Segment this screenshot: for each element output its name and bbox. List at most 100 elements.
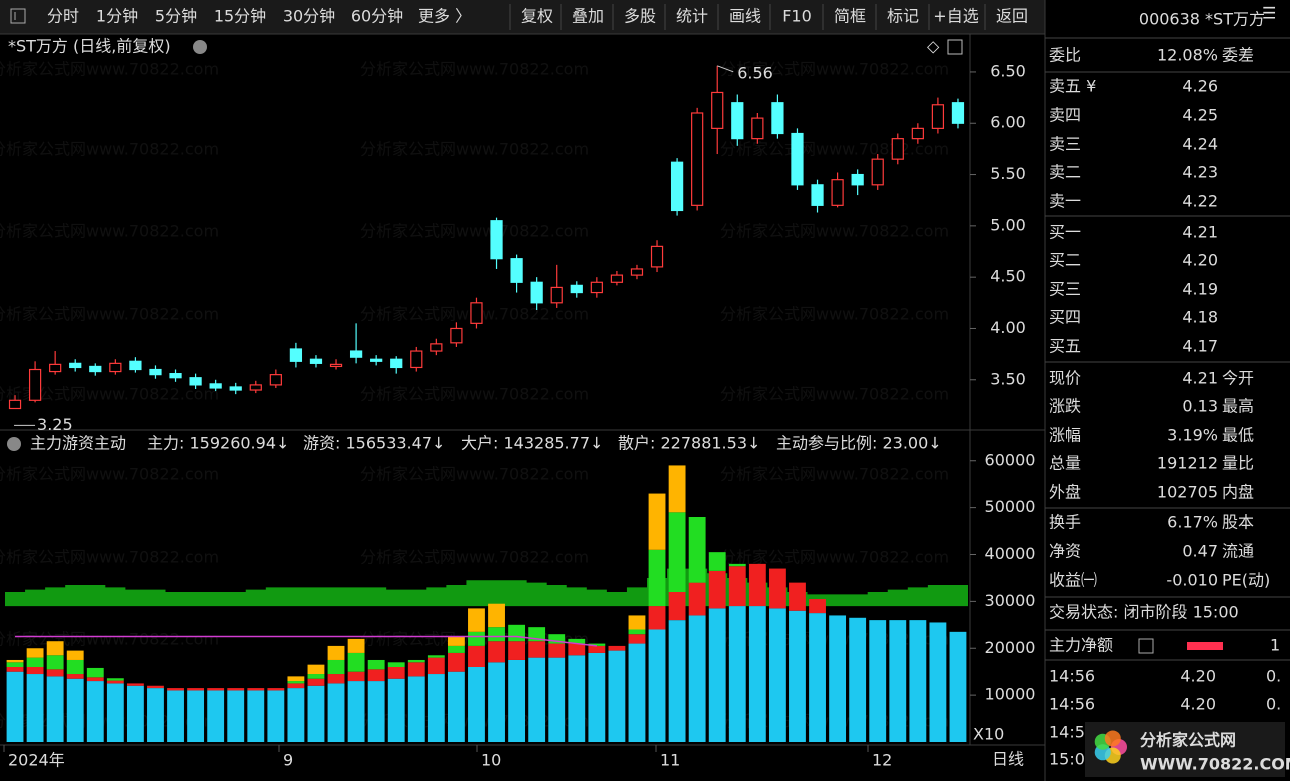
period-tab[interactable]: 分时 — [47, 7, 79, 26]
book-label: 卖二 — [1049, 163, 1081, 182]
toolbar-button[interactable]: 统计 — [676, 7, 708, 26]
candle-body — [69, 362, 82, 369]
stacked-bar — [488, 627, 505, 642]
dropdown-icon[interactable] — [7, 437, 21, 451]
candle-body — [249, 384, 262, 391]
candle-body — [450, 327, 463, 344]
stacked-bar — [447, 636, 465, 646]
book-label: 卖五 ¥ — [1049, 77, 1096, 96]
toolbar-button[interactable]: 返回 — [996, 7, 1028, 26]
indicator-title: 主力游资主动 — [30, 434, 126, 453]
stat-value: 0.13 — [1182, 397, 1218, 416]
toolbar-button[interactable]: 标记 — [887, 7, 919, 26]
stacked-bar — [106, 683, 124, 742]
stacked-bar — [508, 641, 526, 660]
stacked-bar — [668, 620, 686, 742]
book-price: 4.24 — [1182, 135, 1218, 154]
stat-label: 收益㈠ — [1049, 571, 1097, 590]
x-tick-label: 9 — [283, 751, 293, 770]
stacked-bar — [407, 662, 425, 677]
book-label: 买四 — [1049, 308, 1081, 327]
period-tab[interactable]: 5分钟 — [155, 7, 197, 26]
stacked-bar — [809, 599, 826, 614]
stacked-bar — [728, 563, 746, 567]
stacked-bar — [26, 648, 44, 658]
annotation-label: 3.25 — [37, 415, 73, 434]
dropdown-icon[interactable] — [193, 40, 207, 54]
stacked-bar — [548, 657, 566, 742]
book-price: 4.19 — [1182, 280, 1218, 299]
legend-entry: 主力: 159260.94↓ — [147, 434, 289, 453]
icon[interactable] — [947, 39, 963, 55]
watermark: 分析家公式网www.70822.com — [720, 222, 949, 241]
stacked-bar — [728, 566, 746, 607]
stacked-bar — [488, 641, 505, 663]
stacked-bar — [548, 643, 566, 658]
more-tab[interactable]: 更多 〉 — [418, 7, 471, 26]
row-value: 12.08% — [1157, 46, 1218, 65]
toolbar-button[interactable]: 复权 — [521, 7, 553, 26]
icon[interactable]: ◇ — [927, 37, 940, 56]
stacked-bar — [688, 582, 706, 616]
y-tick-label: 30000 — [985, 591, 1036, 610]
candle-body — [831, 179, 844, 206]
stacked-bar — [588, 652, 606, 742]
watermark: 分析家公式网www.70822.com — [720, 305, 949, 324]
stacked-bar — [66, 659, 84, 675]
stacked-bar — [468, 631, 485, 646]
stacked-bar — [568, 643, 586, 656]
toolbar-button[interactable]: 画线 — [729, 7, 761, 26]
logo-petal — [1104, 730, 1121, 747]
toolbar-button[interactable]: F10 — [782, 7, 812, 26]
stacked-bar — [628, 629, 646, 635]
period-tab[interactable]: 1分钟 — [96, 7, 138, 26]
stacked-bar — [207, 688, 225, 691]
stacked-bar — [548, 634, 566, 644]
period-label: 日线 — [992, 750, 1024, 769]
candle-body — [931, 104, 945, 129]
book-label: 买五 — [1049, 337, 1081, 356]
toolbar-button[interactable]: 叠加 — [572, 7, 604, 26]
net-flow-icon — [1138, 638, 1154, 654]
annotation-arrow — [717, 65, 734, 73]
stacked-bar — [608, 645, 626, 651]
stacked-bar — [167, 688, 184, 691]
stacked-bar — [86, 667, 104, 678]
frame — [0, 0, 1046, 781]
y-tick-label: 5.50 — [990, 164, 1026, 183]
period-tab[interactable]: 60分钟 — [351, 7, 403, 26]
watermark: 分析家公式网www.70822.com — [0, 465, 219, 484]
y-tick-label: 3.50 — [990, 369, 1026, 388]
stacked-bar — [809, 613, 826, 742]
period-tab[interactable]: 30分钟 — [283, 7, 335, 26]
stacked-bar — [608, 650, 626, 742]
stat-label: 现价 — [1049, 369, 1081, 388]
y-tick-label: 4.00 — [990, 318, 1026, 337]
book-price: 4.23 — [1182, 163, 1218, 182]
stacked-bar — [387, 678, 405, 742]
candle-body — [871, 158, 884, 186]
period-tab[interactable]: 15分钟 — [214, 7, 266, 26]
watermark: 分析家公式网www.70822.com — [0, 385, 219, 404]
stat-label: 今开 — [1222, 369, 1254, 388]
stacked-bar — [66, 674, 84, 679]
menu-icon[interactable] — [10, 8, 26, 24]
chart-title: *ST万方 (日线,前复权) — [8, 37, 171, 56]
stacked-bar — [648, 629, 666, 742]
toolbar-button[interactable]: +自选 — [933, 7, 978, 26]
candle-body — [691, 112, 704, 206]
candle-body — [951, 102, 965, 124]
candle-body — [911, 127, 924, 140]
candle-body — [731, 102, 744, 140]
tick-row: 4.20 — [1180, 695, 1216, 714]
net-flow-label: 主力净额 — [1049, 636, 1113, 655]
toolbar-button[interactable]: 多股 — [624, 7, 656, 26]
stacked-bar — [267, 688, 285, 691]
candle-body — [410, 350, 423, 369]
stacked-bar — [869, 620, 887, 742]
book-label: 买三 — [1049, 280, 1081, 299]
toolbar-button[interactable]: 简框 — [834, 7, 866, 26]
tick-row: 0. — [1266, 695, 1281, 714]
